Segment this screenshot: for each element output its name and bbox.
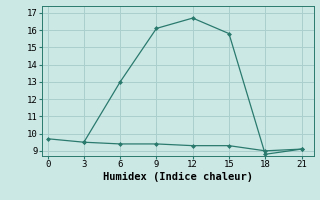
X-axis label: Humidex (Indice chaleur): Humidex (Indice chaleur) <box>103 172 252 182</box>
